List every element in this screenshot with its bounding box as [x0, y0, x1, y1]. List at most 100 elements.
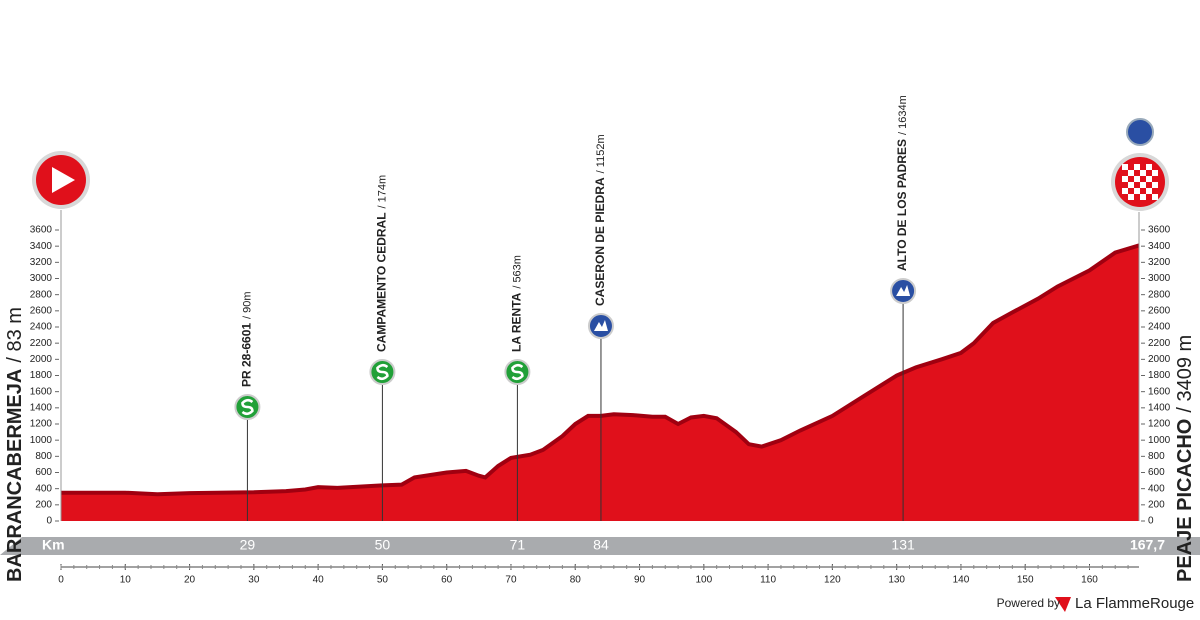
x-tick-label: 70	[505, 575, 517, 586]
x-tick-label: 60	[441, 575, 453, 586]
y-tick-label-right: 1400	[1148, 402, 1171, 413]
km-bar	[0, 537, 1200, 555]
km-label: Km	[42, 537, 65, 553]
point-name: CAMPAMENTO CEDRAL	[375, 212, 389, 352]
point-name: LA RENTA	[510, 292, 524, 352]
sprint-glyph	[376, 364, 389, 380]
y-tick-label: 3000	[30, 273, 53, 284]
y-tick-label: 2600	[30, 305, 53, 316]
point-alt: / 1152m	[595, 134, 607, 173]
y-tick-label: 3200	[30, 257, 53, 268]
checker	[1152, 194, 1158, 200]
y-tick-label: 2200	[30, 338, 53, 349]
checker	[1146, 176, 1152, 182]
y-tick-label-right: 800	[1148, 451, 1165, 462]
x-tick-label: 80	[570, 575, 582, 586]
y-tick-label-right: 600	[1148, 467, 1165, 478]
y-tick-label: 1600	[30, 386, 53, 397]
point-label: CASERON DE PIEDRA / 1152m	[593, 134, 607, 306]
y-tick-label: 400	[35, 483, 52, 494]
checker	[1134, 164, 1140, 170]
checker	[1140, 182, 1146, 188]
start-label: BARRANCABERMEJA / 83 m	[4, 307, 26, 582]
climb-glyph	[593, 320, 608, 331]
sprint-glyph	[511, 364, 524, 380]
checker	[1152, 170, 1158, 176]
x-tick-label: 0	[58, 575, 64, 586]
y-tick-label: 1400	[30, 402, 53, 413]
y-tick-label-right: 2800	[1148, 289, 1171, 300]
y-tick-label: 1000	[30, 435, 53, 446]
start-name: BARRANCABERMEJA	[4, 369, 26, 582]
climb-glyph	[896, 285, 911, 296]
y-tick-label-right: 200	[1148, 499, 1165, 510]
y-tick-label: 600	[35, 467, 52, 478]
point-km: 50	[375, 537, 391, 553]
y-tick-label: 0	[46, 516, 52, 527]
checker	[1140, 170, 1146, 176]
checker	[1140, 194, 1146, 200]
start-alt: / 83 m	[4, 307, 26, 363]
point-km: 131	[891, 537, 915, 553]
checker	[1128, 194, 1134, 200]
x-tick-label: 30	[248, 575, 260, 586]
x-tick-label: 150	[1017, 575, 1034, 586]
point-label: PR 28-6601 / 90m	[240, 291, 254, 387]
brand-logo	[1055, 597, 1071, 612]
x-tick-label: 130	[888, 575, 905, 586]
profile-line	[61, 243, 1140, 497]
x-tick-label: 100	[695, 575, 712, 586]
point-label: ALTO DE LOS PADRES / 1634m	[895, 95, 909, 271]
km-finish: 167,7	[1130, 537, 1165, 553]
y-tick-label: 1200	[30, 419, 53, 430]
y-tick-label-right: 400	[1148, 483, 1165, 494]
checker	[1128, 170, 1134, 176]
x-tick-label: 140	[953, 575, 970, 586]
y-tick-label-right: 0	[1148, 516, 1154, 527]
finish-icon	[1111, 118, 1169, 211]
point-label: CAMPAMENTO CEDRAL / 174m	[375, 175, 389, 352]
point-name: CASERON DE PIEDRA	[593, 177, 607, 306]
powered-by: Powered by	[997, 596, 1060, 610]
y-tick-label-right: 2200	[1148, 338, 1171, 349]
checker	[1122, 164, 1128, 170]
x-tick-label: 50	[377, 575, 389, 586]
point-name: ALTO DE LOS PADRES	[895, 139, 909, 271]
y-tick-label-right: 2000	[1148, 354, 1171, 365]
point-alt: / 563m	[511, 255, 523, 289]
sprint-glyph	[241, 399, 254, 415]
checker	[1146, 188, 1152, 194]
y-tick-label-right: 1600	[1148, 386, 1171, 397]
point-km: 29	[240, 537, 256, 553]
y-tick-label-right: 3200	[1148, 257, 1171, 268]
checker	[1128, 182, 1134, 188]
checker	[1122, 176, 1128, 182]
finish-label: PEAJE PICACHO / 3409 m	[1174, 335, 1196, 582]
y-tick-label: 1800	[30, 370, 53, 381]
y-tick-label-right: 3600	[1148, 225, 1171, 236]
y-tick-label: 2400	[30, 322, 53, 333]
finish-alt: / 3409 m	[1174, 335, 1196, 413]
point-km: 84	[593, 537, 609, 553]
y-tick-label: 3400	[30, 241, 53, 252]
y-tick-label: 200	[35, 499, 52, 510]
y-tick-label-right: 3000	[1148, 273, 1171, 284]
x-tick-label: 160	[1081, 575, 1098, 586]
y-tick-label-right: 1000	[1148, 435, 1171, 446]
checker	[1134, 188, 1140, 194]
y-tick-label: 2000	[30, 354, 53, 365]
x-tick-label: 90	[634, 575, 646, 586]
y-tick-label-right: 3400	[1148, 241, 1171, 252]
x-tick-label: 20	[184, 575, 196, 586]
y-tick-label: 3600	[30, 225, 53, 236]
y-tick-label: 2800	[30, 289, 53, 300]
profile-area	[61, 245, 1139, 521]
point-name: PR 28-6601	[240, 323, 254, 387]
point-alt: / 1634m	[897, 95, 909, 135]
x-tick-label: 120	[824, 575, 841, 586]
point-label: LA RENTA / 563m	[510, 255, 524, 352]
checker	[1134, 176, 1140, 182]
y-tick-label-right: 1800	[1148, 370, 1171, 381]
y-tick-label: 800	[35, 451, 52, 462]
